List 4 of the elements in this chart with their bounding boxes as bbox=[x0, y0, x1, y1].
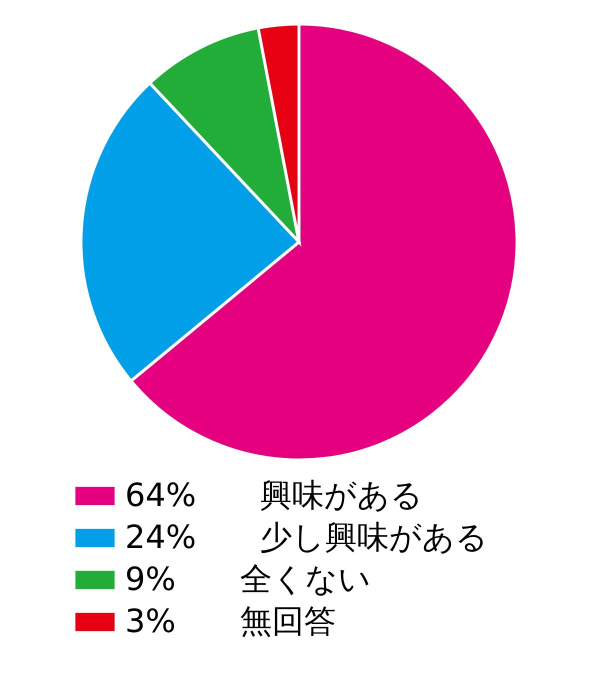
legend-label: 9% 全くない bbox=[125, 560, 371, 598]
legend-label: 64% 興味がある bbox=[125, 476, 424, 514]
legend-label: 24% 少し興味がある bbox=[125, 518, 488, 556]
legend-label: 3% 無回答 bbox=[125, 602, 336, 640]
